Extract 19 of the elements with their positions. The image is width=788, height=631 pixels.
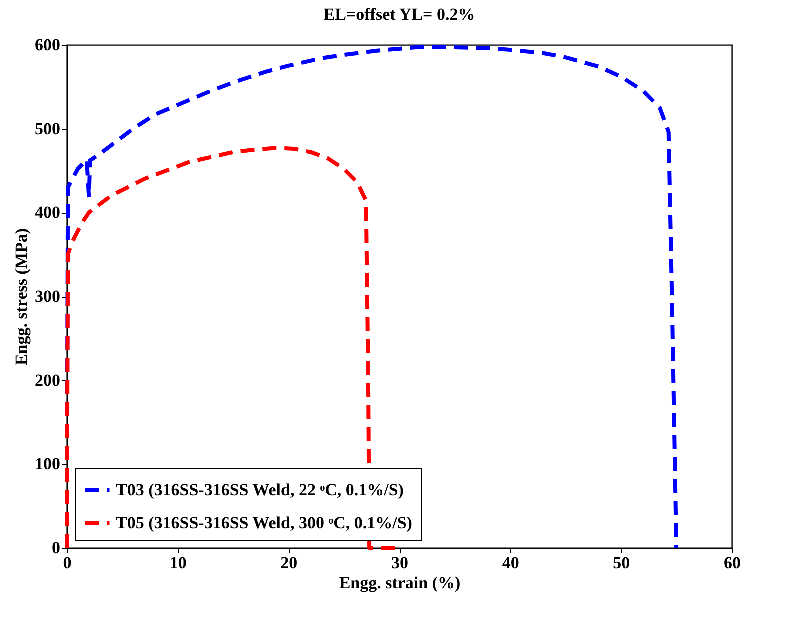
x-axis-title: Engg. strain (%) [339,574,461,592]
y-tick-label: 600 [35,36,60,54]
x-tick-label: 10 [170,554,187,572]
y-tick-label: 100 [35,454,60,474]
x-tick-label: 20 [280,554,298,572]
legend-label: T05 (316SS-316SS Weld, 300 ᵒC, 0.1%/S) [116,514,412,532]
legend-label: T03 (316SS-316SS Weld, 22 ᵒC, 0.1%/S) [116,480,404,500]
y-tick-label: 0 [52,538,60,558]
y-tick-label: 200 [35,370,60,390]
y-tick-label: 300 [35,287,60,306]
y-tick-label: 400 [35,203,60,222]
x-tick-label: 0 [63,554,72,572]
chart-title: EL=offset YL= 0.2% [324,5,476,24]
x-tick-label: 30 [392,554,408,572]
x-tick-label: 50 [613,554,630,572]
y-axis-title: Engg. stress (MPa) [12,228,31,366]
x-tick-label: 60 [724,554,741,572]
x-tick-label: 40 [502,554,520,572]
y-tick-label: 500 [35,119,60,138]
